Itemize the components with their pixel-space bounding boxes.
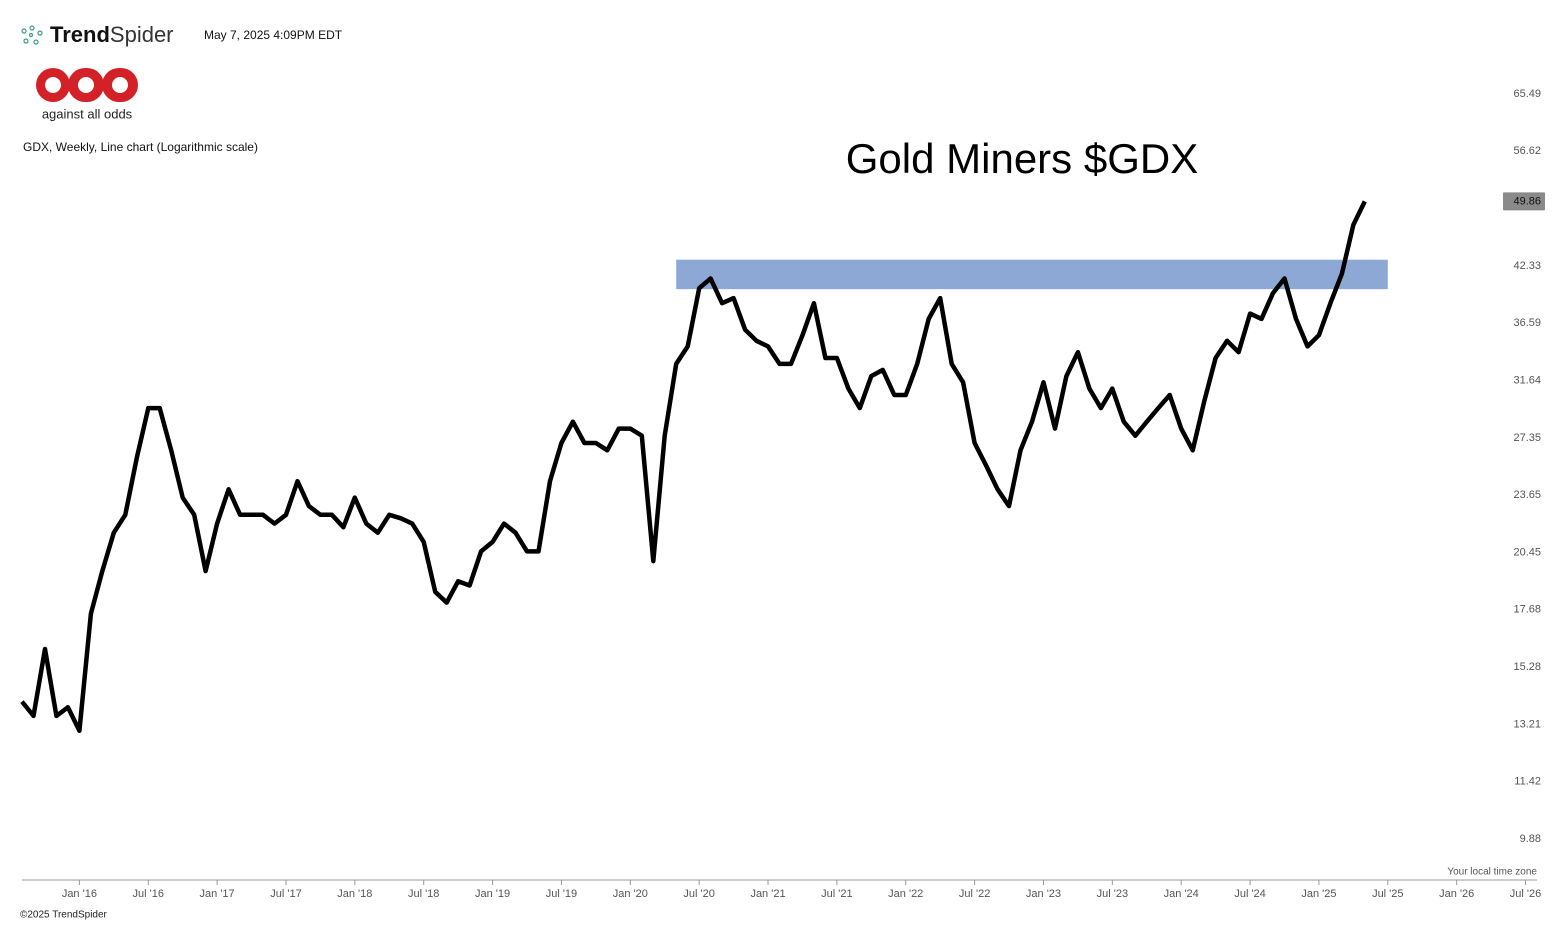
x-tick-label: Jan '18 (337, 888, 372, 900)
y-tick-label: 56.62 (1513, 145, 1541, 157)
x-tick-label: Jan '21 (750, 888, 785, 900)
y-tick-label: 20.45 (1513, 546, 1541, 558)
resistance-zone (676, 259, 1388, 290)
x-tick-label: Jan '17 (200, 888, 235, 900)
chart-title: Gold Miners $GDX (846, 135, 1198, 182)
brand-light: Spider (110, 22, 174, 47)
x-tick-label: Jan '20 (613, 888, 648, 900)
y-tick-label: 15.28 (1513, 661, 1541, 673)
brand: TrendSpider (50, 22, 174, 47)
x-tick-label: Jul '26 (1510, 888, 1541, 900)
brand-bold: Trend (50, 22, 110, 47)
copyright: ©2025 TrendSpider (20, 910, 108, 921)
timestamp: May 7, 2025 4:09PM EDT (204, 28, 343, 42)
y-tick-label: 31.64 (1513, 374, 1541, 386)
x-tick-label: Jan '16 (62, 888, 97, 900)
y-tick-label: 11.42 (1514, 776, 1541, 788)
x-tick-label: Jul '16 (133, 888, 164, 900)
x-tick-label: Jul '18 (408, 888, 439, 900)
timezone: Your local time zone (1447, 867, 1537, 878)
y-tick-label: 27.35 (1513, 432, 1541, 444)
x-tick-label: Jan '26 (1439, 888, 1474, 900)
y-tick-label: 23.65 (1513, 489, 1541, 501)
x-tick-label: Jul '22 (959, 888, 990, 900)
x-tick-label: Jul '19 (546, 888, 577, 900)
x-tick-label: Jul '20 (683, 888, 714, 900)
y-tick-label: 42.33 (1513, 260, 1541, 272)
x-tick-label: Jul '25 (1372, 888, 1403, 900)
x-tick-label: Jul '17 (270, 888, 301, 900)
x-tick-label: Jul '23 (1097, 888, 1128, 900)
x-tick-label: Jan '22 (888, 888, 923, 900)
x-tick-label: Jul '24 (1234, 888, 1265, 900)
logo (36, 68, 138, 102)
price-line (20, 200, 1367, 734)
price-label: 49.86 (1513, 195, 1541, 207)
y-tick-label: 65.49 (1513, 88, 1541, 100)
x-tick-label: Jan '23 (1026, 888, 1061, 900)
y-tick-label: 17.68 (1513, 604, 1541, 616)
x-tick-label: Jan '19 (475, 888, 510, 900)
chart-info: GDX, Weekly, Line chart (Logarithmic sca… (23, 140, 258, 154)
logo-text: against all odds (42, 106, 133, 121)
x-tick-label: Jan '24 (1164, 888, 1199, 900)
y-tick-label: 13.21 (1513, 718, 1541, 730)
price-box (1503, 192, 1545, 211)
y-tick-label: 36.59 (1513, 317, 1541, 329)
x-tick-label: Jan '25 (1301, 888, 1336, 900)
y-tick-label: 9.88 (1520, 833, 1541, 845)
x-tick-label: Jul '21 (821, 888, 852, 900)
brand-icon (21, 25, 43, 45)
